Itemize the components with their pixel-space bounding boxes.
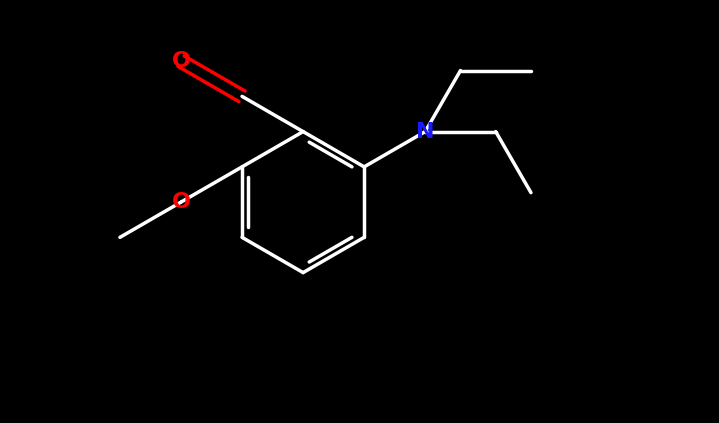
Text: N: N bbox=[416, 121, 434, 142]
Text: O: O bbox=[172, 51, 191, 71]
Text: O: O bbox=[172, 192, 191, 212]
